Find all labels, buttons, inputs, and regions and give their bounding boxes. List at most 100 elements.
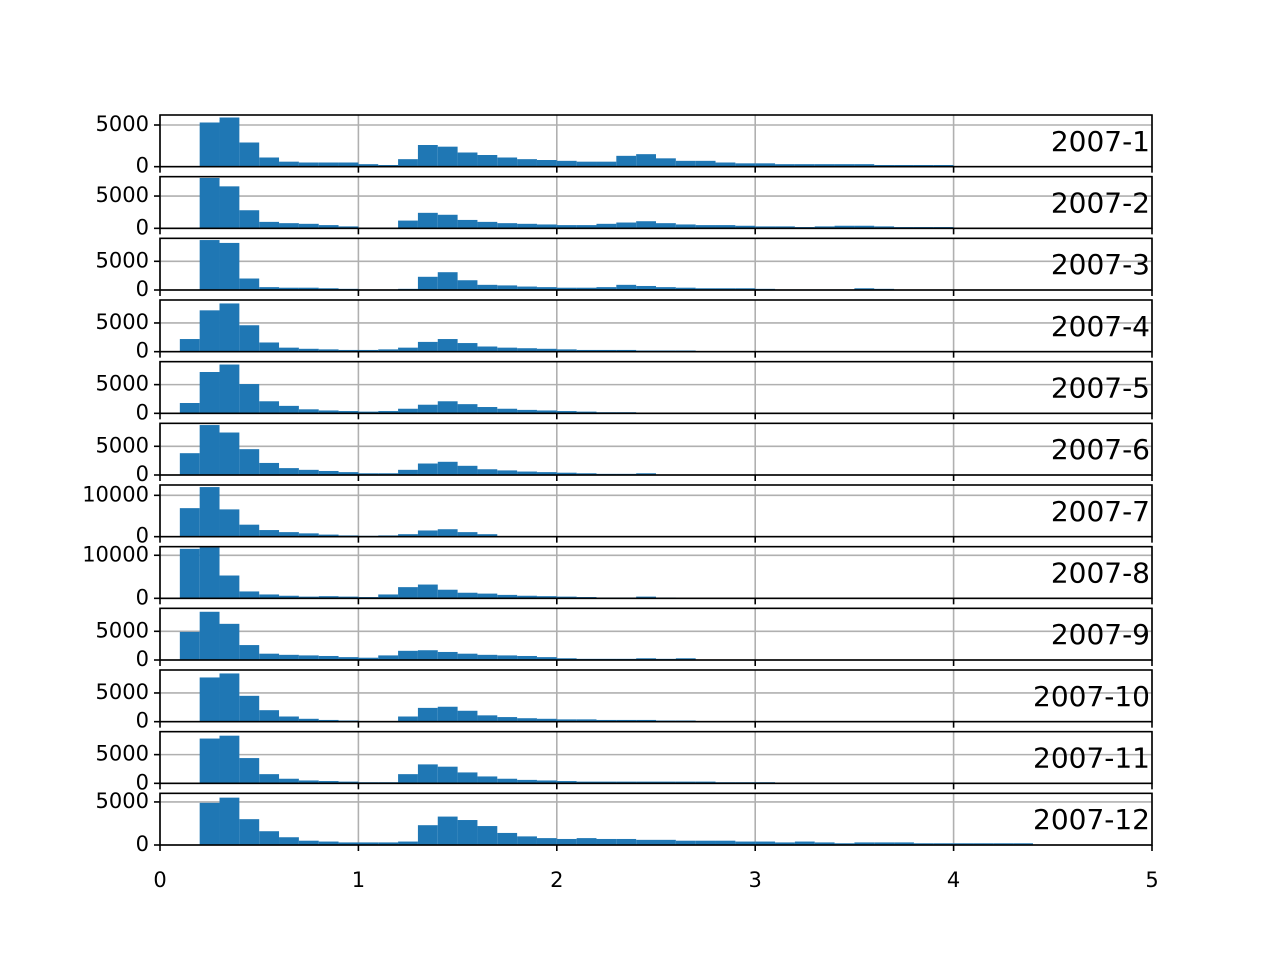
x-tick-label: 5: [1145, 868, 1158, 892]
y-tick-label: 5000: [96, 618, 149, 642]
histogram-bar: [636, 154, 656, 167]
panel-2007-1: 050002007-1: [96, 112, 1152, 178]
y-tick-label: 5000: [96, 112, 149, 136]
histogram-bar: [239, 449, 259, 475]
histogram-bar: [239, 143, 259, 167]
histogram-bar: [497, 158, 517, 167]
histogram-bar: [398, 651, 418, 660]
histogram-bar: [537, 838, 557, 845]
axes-frame: [160, 547, 1152, 599]
axes-frame: [160, 793, 1152, 845]
axes-frame: [160, 177, 1152, 229]
panel-2007-4: 05000 2007-4: [96, 300, 1152, 363]
histogram-bar: [279, 406, 299, 413]
histogram-bar: [239, 591, 259, 598]
x-tick-label: 1: [352, 868, 365, 892]
histogram-bar: [220, 433, 240, 475]
histogram-bar: [438, 339, 458, 352]
histogram-bar: [477, 776, 497, 783]
panel-2007-7: 0100002007-7: [82, 482, 1152, 547]
histogram-bar: [557, 839, 577, 845]
panel-label: 2007-5: [1051, 372, 1150, 405]
y-tick-label: 10000: [82, 482, 149, 506]
axes-frame: [160, 732, 1152, 784]
histogram-bar: [220, 365, 240, 414]
histogram-bar: [616, 839, 636, 845]
histogram-bar: [398, 221, 418, 229]
panel-label: 2007-2: [1051, 187, 1150, 220]
panel-2007-6: 0 5000 2007-6: [96, 423, 1152, 486]
histogram-bar: [220, 509, 240, 536]
histogram-bar: [259, 463, 279, 475]
histogram-bar: [220, 576, 240, 599]
x-tick-label: 0: [153, 868, 166, 892]
x-tick-label: 2: [550, 868, 563, 892]
histogram-bar: [239, 819, 259, 845]
histogram-bar: [200, 487, 220, 537]
y-tick-label: 0: [136, 339, 149, 363]
histogram-bar: [438, 707, 458, 722]
histogram-bar: [557, 161, 577, 167]
histogram-bar: [418, 277, 438, 290]
histogram-bar: [438, 462, 458, 475]
histogram-bar: [577, 838, 597, 845]
histogram-bar: [259, 710, 279, 721]
histogram-bar: [458, 153, 478, 167]
axes-frame: [160, 670, 1152, 722]
panel-label: 2007-8: [1051, 557, 1150, 590]
histogram-bar: [458, 820, 478, 845]
histogram-bar: [220, 736, 240, 784]
panel-label: 2007-12: [1033, 803, 1150, 836]
histogram-bar: [458, 404, 478, 413]
histogram-bar: [438, 147, 458, 167]
histogram-bar: [458, 280, 478, 290]
histogram-bar: [200, 178, 220, 228]
histogram-bar: [418, 145, 438, 167]
y-tick-label: 5000: [96, 372, 149, 396]
histogram-bar: [200, 240, 220, 290]
histogram-bar: [200, 310, 220, 351]
y-tick-label: 5000: [96, 433, 149, 457]
histogram-bar: [438, 529, 458, 536]
histogram-bar: [497, 833, 517, 845]
histogram-bar: [259, 342, 279, 351]
panel-2007-12: 050002007-12: [96, 789, 1152, 856]
axes-frame: [160, 423, 1152, 475]
histogram-bar: [477, 222, 497, 228]
histogram-bar: [477, 155, 497, 167]
y-tick-label: 0: [136, 400, 149, 424]
histogram-bar: [180, 403, 200, 413]
histogram-bar: [200, 123, 220, 167]
histogram-bar: [398, 774, 418, 783]
histogram-bar: [438, 767, 458, 784]
histogram-bar: [418, 585, 438, 599]
histogram-bar: [259, 401, 279, 413]
histogram-bar: [259, 831, 279, 845]
y-tick-label: 10000: [82, 542, 149, 566]
histogram-bar: [656, 158, 676, 166]
histogram-bar: [200, 677, 220, 721]
histogram-bar: [220, 186, 240, 228]
histogram-bar: [438, 272, 458, 290]
y-tick-label: 5000: [96, 248, 149, 272]
histogram-bar: [239, 325, 259, 351]
histogram-bar: [418, 342, 438, 352]
histogram-bar: [596, 839, 616, 845]
histogram-bar: [239, 758, 259, 783]
histogram-bar: [180, 453, 200, 475]
histogram-bar: [239, 525, 259, 537]
histogram-bar: [616, 156, 636, 167]
histogram-bar: [458, 220, 478, 228]
histogram-bar: [259, 158, 279, 167]
y-tick-label: 5000: [96, 183, 149, 207]
histogram-bar: [259, 530, 279, 537]
histogram-bar: [477, 469, 497, 475]
histogram-bar: [180, 549, 200, 599]
axes-frame: [160, 300, 1152, 352]
histogram-bar: [438, 652, 458, 660]
histogram-bar: [279, 837, 299, 845]
y-tick-label: 0: [136, 215, 149, 239]
panel-label: 2007-3: [1051, 248, 1150, 281]
y-tick-label: 0: [136, 154, 149, 178]
y-tick-label: 5000: [96, 310, 149, 334]
